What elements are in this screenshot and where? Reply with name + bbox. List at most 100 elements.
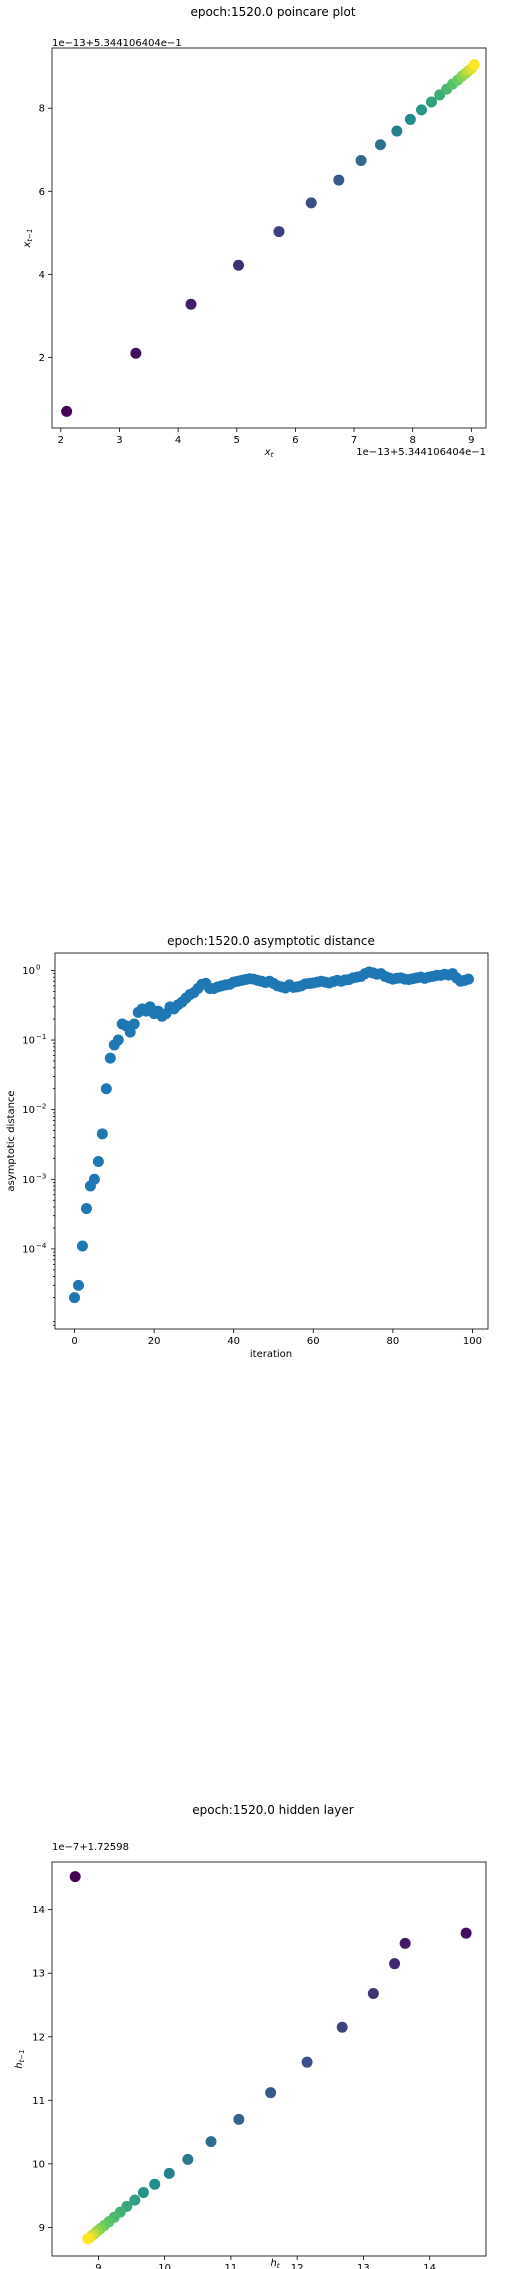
- data-point: [129, 2194, 141, 2206]
- x-tick-label: 20: [148, 1336, 161, 1347]
- y-tick-label: 14: [32, 1905, 45, 1916]
- data-point: [149, 2178, 161, 2190]
- y-axis-label: xt−1: [22, 229, 34, 249]
- data-point: [301, 2056, 313, 2068]
- y-tick-exponent: −1: [36, 1033, 46, 1041]
- data-point: [185, 298, 197, 310]
- asymptotic-distance-plot: epoch:1520.0 asymptotic distance iterati…: [6, 934, 489, 1360]
- x-axis-label: ht: [270, 2258, 279, 2269]
- data-point: [367, 1988, 379, 2000]
- data-point: [468, 59, 480, 71]
- data-point: [100, 1083, 112, 1095]
- data-point: [391, 125, 403, 137]
- y-tick-label: 10: [22, 1175, 35, 1186]
- x-tick-label: 13: [357, 2263, 370, 2269]
- data-point: [233, 2113, 245, 2125]
- axes-frame: [51, 47, 487, 429]
- x-tick-label: 9: [468, 435, 474, 446]
- x-tick-label: 11: [225, 2263, 238, 2269]
- data-point: [374, 139, 386, 151]
- y-tick-label: 10: [22, 1244, 35, 1255]
- data-point: [389, 1958, 401, 1970]
- x-tick-label: 0: [71, 1336, 77, 1347]
- data-point: [425, 96, 437, 108]
- y-axis-label: ht−1: [14, 2049, 26, 2068]
- data-point: [80, 1203, 92, 1215]
- tick-group: 2 3 4 5 6 7 8 9 2 4 6 8: [39, 104, 475, 446]
- y-tick-label: 9: [39, 2223, 45, 2234]
- data-point: [82, 2233, 94, 2245]
- y-tick-exponent: −2: [36, 1103, 46, 1111]
- data-point: [333, 174, 345, 186]
- data-point: [460, 1927, 472, 1939]
- x-tick-label: 80: [387, 1336, 400, 1347]
- points-group: [69, 1871, 472, 2245]
- x-axis-label: xt: [264, 447, 274, 459]
- data-point: [305, 197, 317, 209]
- data-point: [88, 1173, 100, 1185]
- x-tick-label: 100: [463, 1336, 482, 1347]
- y-tick-label: 11: [32, 2096, 45, 2107]
- y-tick-label: 6: [39, 187, 45, 198]
- chart-title: epoch:1520.0 poincare plot: [190, 5, 355, 19]
- y-tick-label: 2: [39, 353, 45, 364]
- chart-title: epoch:1520.0 asymptotic distance: [167, 934, 375, 948]
- x-tick-label: 3: [116, 435, 122, 446]
- data-point: [130, 347, 142, 359]
- x-tick-label: 5: [234, 435, 240, 446]
- data-point: [69, 1871, 81, 1883]
- data-point: [415, 104, 427, 116]
- data-point: [399, 1937, 411, 1949]
- data-point: [273, 226, 285, 238]
- y-tick-label: 10: [22, 1036, 35, 1047]
- x-tick-label: 2: [58, 435, 64, 446]
- tick-group: 9 10 11 12 13 14 9 10 11 12 13 14: [32, 1905, 436, 2269]
- axes-frame: [51, 1861, 487, 2257]
- data-point: [163, 2167, 175, 2179]
- y-tick-label: 10: [22, 1105, 35, 1116]
- data-point: [205, 2136, 217, 2148]
- x-tick-label: 12: [291, 2263, 304, 2269]
- y-tick-label: 12: [32, 2032, 45, 2043]
- x-tick-label: 9: [95, 2263, 101, 2269]
- data-point: [404, 113, 416, 125]
- x-offset-text: 1e−13+5.344106404e−1: [356, 447, 486, 458]
- x-tick-label: 10: [158, 2263, 171, 2269]
- hidden-layer-plot: epoch:1520.0 hidden layer 1e−7+1.72598 1…: [14, 1803, 487, 2269]
- data-point: [124, 1026, 136, 1038]
- axes-frame: [54, 952, 489, 1330]
- data-point: [96, 1128, 108, 1140]
- y-offset-text: 1e−7+1.72598: [52, 1842, 129, 1853]
- data-point: [336, 2021, 348, 2033]
- chart-title: epoch:1520.0 hidden layer: [192, 1803, 354, 1817]
- x-axis-label: iteration: [250, 1349, 292, 1360]
- data-point: [72, 1279, 84, 1291]
- x-tick-label: 60: [307, 1336, 320, 1347]
- data-point: [69, 1292, 81, 1304]
- data-point: [104, 1052, 116, 1064]
- y-tick-label: 4: [39, 270, 45, 281]
- data-point: [76, 1240, 88, 1252]
- data-point: [462, 973, 474, 985]
- y-offset-text: 1e−13+5.344106404e−1: [52, 38, 182, 49]
- y-tick-label: 13: [32, 1969, 45, 1980]
- y-tick-label: 10: [32, 2159, 45, 2170]
- y-tick-label: 8: [39, 104, 45, 115]
- data-point: [92, 1156, 104, 1168]
- data-point: [61, 405, 73, 417]
- x-tick-label: 6: [292, 435, 298, 446]
- y-tick-exponent: −3: [36, 1172, 46, 1180]
- data-point: [355, 155, 367, 167]
- poincare-plot: epoch:1520.0 poincare plot 1e−13+5.34410…: [22, 5, 487, 459]
- data-point: [112, 1034, 124, 1046]
- data-point: [137, 2186, 149, 2198]
- x-tick-label: 14: [423, 2263, 436, 2269]
- x-tick-label: 40: [227, 1336, 240, 1347]
- x-tick-label: 7: [351, 435, 357, 446]
- data-point: [265, 2087, 277, 2099]
- data-point: [233, 259, 245, 271]
- y-axis-label: asymptotic distance: [6, 1090, 17, 1191]
- y-tick-exponent: 0: [36, 963, 40, 971]
